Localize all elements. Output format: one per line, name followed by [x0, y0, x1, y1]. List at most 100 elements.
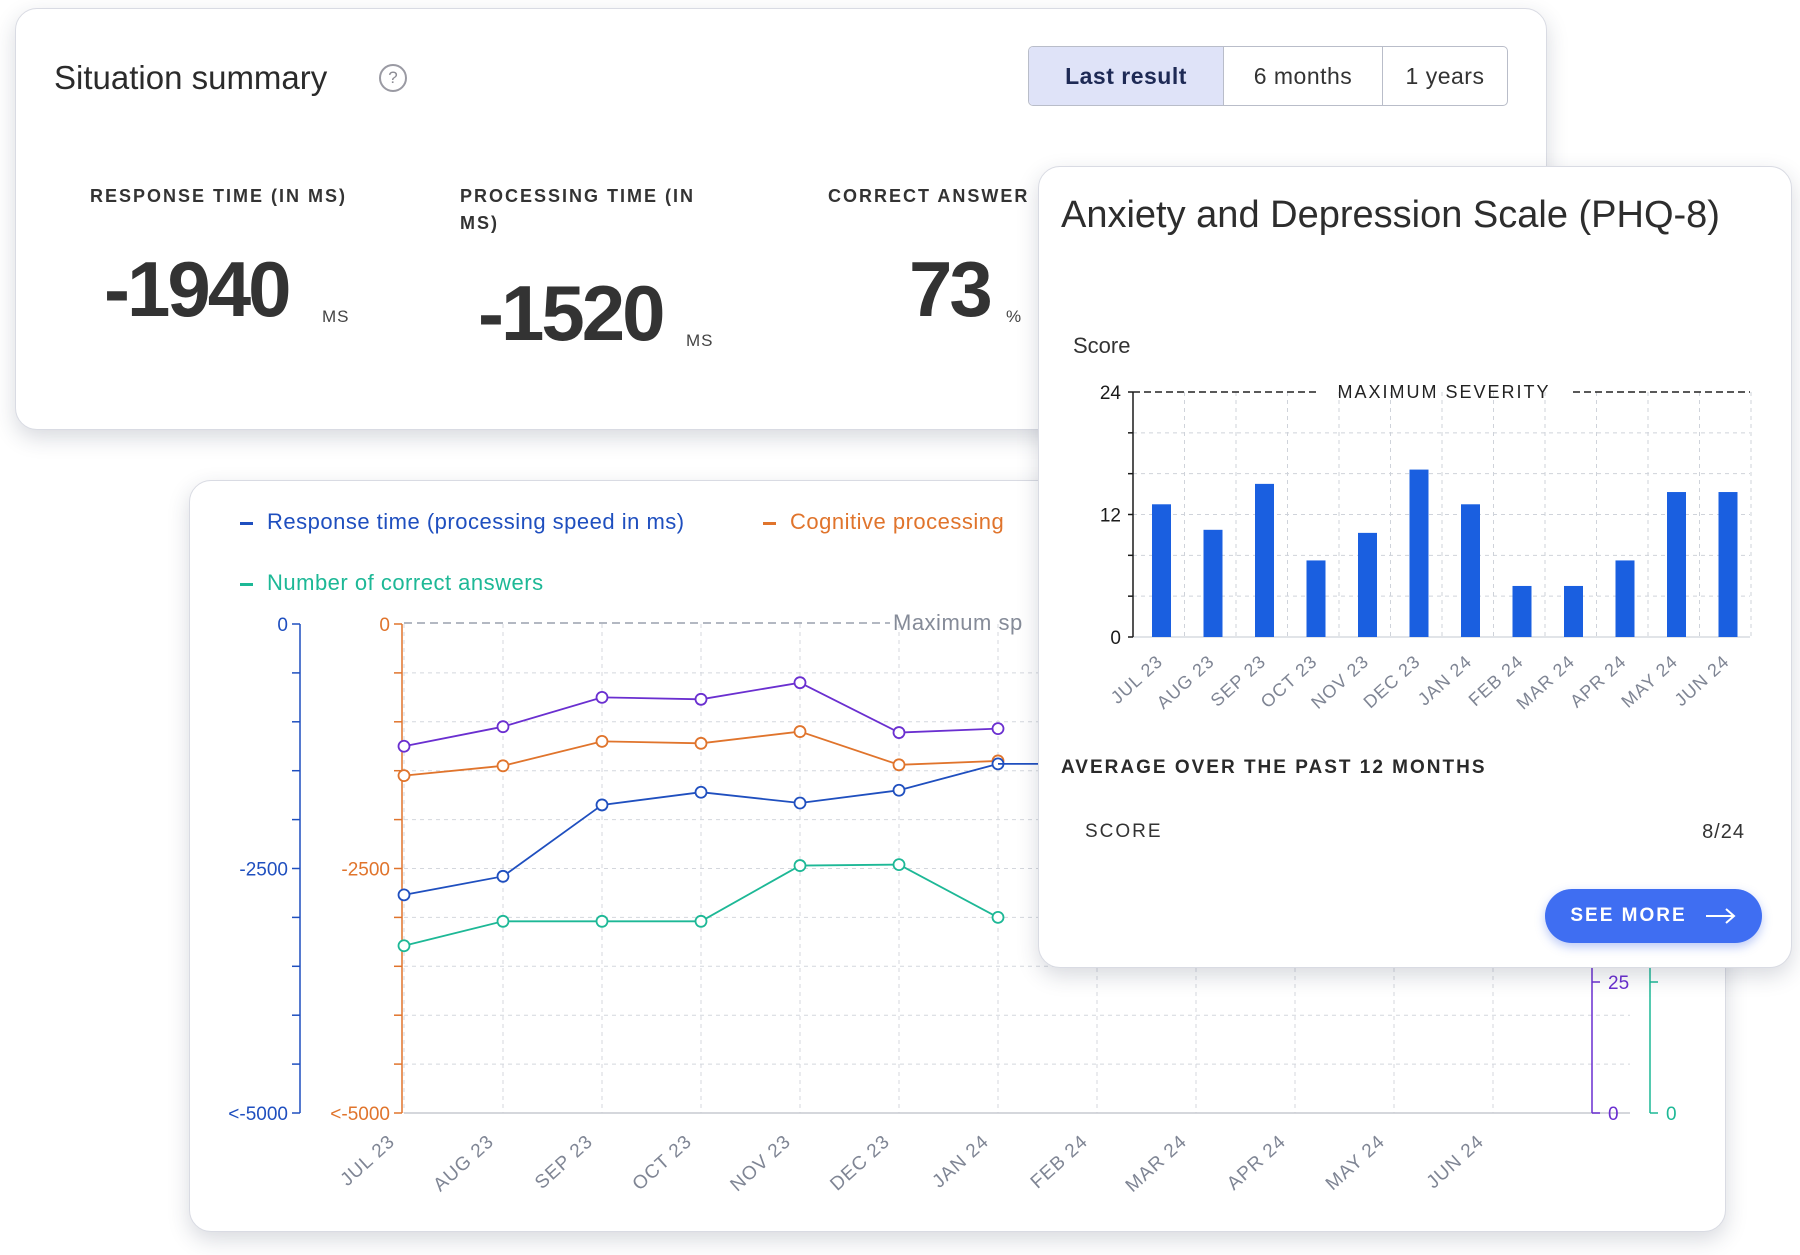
legend-item-response-time[interactable]: Response time (processing speed in ms): [240, 509, 685, 535]
see-more-button[interactable]: SEE MORE: [1545, 889, 1762, 943]
orange-axis-tick-label: <-5000: [330, 1104, 390, 1125]
average-label: AVERAGE OVER THE PAST 12 MONTHS: [1061, 757, 1487, 778]
x-tick-label: NOV 23: [727, 1131, 796, 1196]
phq-bar: [1306, 560, 1326, 637]
data-point-orange: [595, 734, 609, 748]
maximum-speed-label: Maximum sp: [893, 610, 1023, 635]
phq-y-tick-label: 24: [1100, 383, 1122, 404]
x-tick-label: AUG 23: [430, 1131, 499, 1196]
phq-y-tick-label: 12: [1100, 506, 1121, 527]
phq-bar: [1461, 504, 1480, 637]
phq-title: Anxiety and Depression Scale (PHQ-8): [1061, 194, 1720, 236]
x-tick-label: APR 24: [1223, 1131, 1290, 1194]
period-6-months-button[interactable]: 6 months: [1223, 47, 1382, 105]
phq-bar: [1564, 585, 1583, 637]
x-tick-label: DEC 23: [826, 1131, 894, 1195]
legend-swatch: [763, 521, 776, 525]
legend-label: Number of correct answers: [267, 570, 544, 595]
x-tick-label: JUN 24: [1423, 1131, 1489, 1193]
data-point-blue: [595, 798, 609, 812]
phq-x-tick-label: AUG 23: [1153, 651, 1218, 713]
data-point-green: [595, 914, 609, 928]
data-point-orange: [793, 725, 807, 738]
question-circle-icon[interactable]: ?: [379, 64, 407, 92]
phq-x-tick-label: JUN 24: [1671, 651, 1733, 710]
data-point-purple: [694, 692, 708, 706]
legend-swatch: [240, 521, 253, 525]
data-point-blue: [694, 785, 708, 799]
phq-x-tick-label: APR 24: [1566, 651, 1630, 711]
phq-bar: [1718, 492, 1738, 637]
phq-bar: [1615, 560, 1635, 637]
period-last-result-button[interactable]: Last result: [1029, 47, 1223, 105]
period-selector: Last result 6 months 1 years: [1028, 46, 1508, 106]
x-tick-label: JUL 23: [337, 1131, 400, 1190]
data-point-blue: [892, 783, 906, 797]
orange-axis-tick-label: 0: [379, 615, 390, 636]
response-time-value: -1940: [104, 245, 291, 333]
green-axis-tick-label: 0: [1666, 1104, 1677, 1125]
trend-line-chart: Maximum sp 0 -2500 <-5000 0 -2500 <-5000 25 0 0 JU…: [228, 610, 1677, 1197]
phq-x-tick-label: JAN 24: [1414, 651, 1476, 709]
phq8-card: Anxiety and Depression Scale (PHQ-8) Sco…: [1038, 166, 1792, 968]
x-tick-label: FEB 24: [1027, 1131, 1093, 1193]
legend-label: Response time (processing speed in ms): [267, 509, 685, 534]
see-more-label: SEE MORE: [1570, 905, 1687, 926]
phq-bar: [1203, 529, 1223, 637]
x-tick-label: JAN 24: [929, 1131, 994, 1192]
phq-bar: [1667, 492, 1686, 637]
processing-time-label: PROCESSING TIME (IN MS): [460, 186, 696, 233]
correct-answer-value: 73: [909, 245, 993, 333]
x-tick-label: OCT 23: [629, 1131, 697, 1195]
data-point-blue: [496, 869, 510, 883]
blue-axis-tick-label: <-5000: [228, 1104, 288, 1125]
processing-time-value: -1520: [478, 269, 665, 357]
correct-answer-unit: %: [1006, 307, 1023, 326]
data-point-purple: [793, 676, 807, 690]
data-point-purple: [892, 726, 906, 739]
phq-bar: [1409, 469, 1429, 637]
data-point-purple: [595, 690, 609, 704]
max-severity-label: MAXIMUM SEVERITY: [1337, 382, 1550, 402]
data-point-green: [694, 914, 708, 928]
data-point-orange: [694, 736, 708, 750]
x-tick-label: SEP 23: [531, 1131, 597, 1194]
phq-x-tick-label: MAY 24: [1617, 651, 1681, 712]
legend-item-cognitive-processing[interactable]: Cognitive processing: [763, 509, 1004, 535]
processing-time-unit: MS: [686, 331, 714, 350]
data-point-orange: [496, 759, 510, 773]
data-point-green: [397, 939, 411, 953]
purple-axis-tick-label: 25: [1608, 973, 1629, 994]
x-tick-label: MAY 24: [1322, 1131, 1389, 1195]
phq-x-tick-label: DEC 23: [1359, 651, 1424, 712]
data-point-green: [793, 859, 807, 872]
data-point-purple: [991, 722, 1005, 736]
response-time-unit: MS: [322, 307, 350, 326]
score-row-value: 8/24: [1702, 821, 1745, 843]
response-time-label: RESPONSE TIME (IN MS): [90, 186, 348, 206]
data-point-blue: [397, 888, 411, 902]
score-row-label: SCORE: [1085, 821, 1163, 842]
data-point-orange: [892, 758, 906, 772]
period-1-years-button[interactable]: 1 years: [1382, 47, 1507, 105]
blue-axis-tick-label: 0: [277, 615, 288, 636]
legend-item-correct-answers[interactable]: Number of correct answers: [240, 570, 544, 596]
phq-score-axis-label: Score: [1073, 333, 1131, 358]
summary-title: Situation summary: [54, 59, 328, 96]
phq-bar: [1512, 585, 1532, 637]
x-tick-label: MAR 24: [1122, 1131, 1192, 1197]
orange-axis-tick-label: -2500: [341, 860, 390, 881]
blue-axis-tick-label: -2500: [239, 860, 288, 881]
correct-answer-label: CORRECT ANSWER: [828, 186, 1030, 206]
data-point-green: [991, 910, 1005, 924]
data-point-orange: [397, 769, 411, 782]
data-point-green: [496, 914, 510, 928]
legend-swatch: [240, 582, 253, 586]
phq-y-tick-label: 0: [1110, 628, 1121, 649]
data-point-purple: [496, 720, 510, 734]
arrow-right-icon: [1705, 908, 1736, 924]
phq-bar: [1152, 504, 1171, 637]
purple-axis-tick-label: 0: [1608, 1104, 1619, 1125]
data-point-purple: [397, 739, 411, 753]
